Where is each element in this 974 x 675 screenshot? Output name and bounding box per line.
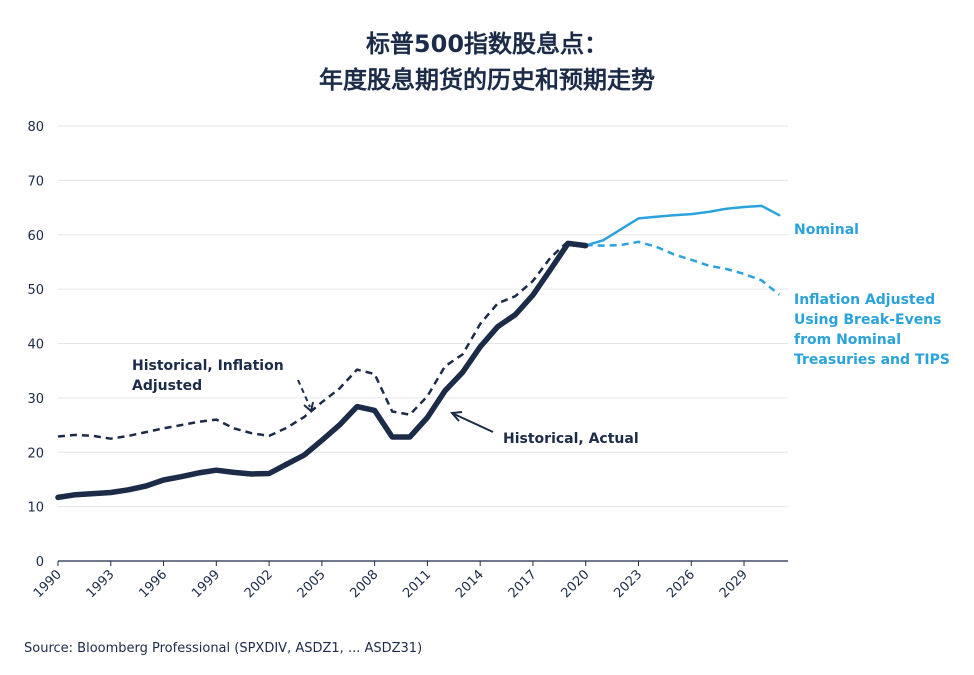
annotation-inflation-adjusted-projection-line-1: Inflation Adjusted — [794, 292, 935, 308]
x-tick-label: 2014 — [453, 567, 487, 601]
series-line-historical-inflation-adjusted — [57, 240, 587, 440]
y-tick-label: 80 — [27, 120, 44, 135]
arrow-historical-actual-head — [449, 411, 463, 422]
source-note: Source: Bloomberg Professional (SPXDIV, … — [24, 641, 423, 656]
x-tick-label: 1993 — [84, 567, 118, 601]
chart-title-line-1: 标普500指数股息点： — [365, 30, 609, 58]
x-tick-label: 1996 — [136, 567, 170, 601]
annotation-inflation-adjusted-projection-line-3: from Nominal — [794, 332, 901, 348]
arrow-historical-actual-shaft — [453, 413, 494, 433]
annotation-historical-inflation-adjusted-line-1: Historical, Inflation — [132, 358, 284, 374]
x-tick-label: 1999 — [189, 567, 223, 601]
y-tick-label: 30 — [27, 392, 44, 407]
y-tick-label: 60 — [27, 229, 44, 244]
y-tick-label: 50 — [27, 283, 44, 298]
annotation-historical-inflation-adjusted-line-2: Adjusted — [132, 378, 202, 394]
x-tick-label: 2002 — [242, 567, 276, 601]
x-tick-label: 2023 — [611, 567, 645, 601]
annotation-inflation-adjusted-projection-line-4: Treasuries and TIPS — [794, 352, 950, 368]
series-lines — [55, 204, 781, 501]
y-tick-label: 40 — [27, 338, 44, 353]
chart-title: 标普500指数股息点： 年度股息期货的历史和预期走势 — [0, 26, 974, 98]
x-tick-label: 2020 — [559, 567, 593, 601]
x-tick-label: 2029 — [717, 567, 751, 601]
annotation-nominal: Nominal — [794, 222, 859, 238]
arrow-inflation-adjusted-head — [303, 401, 314, 413]
x-tick-label: 2008 — [347, 567, 381, 601]
annotation-inflation-adjusted-projection-line-2: Using Break-Evens — [794, 312, 942, 328]
x-tick-label: 2026 — [664, 567, 698, 601]
annotation-historical-actual: Historical, Actual — [503, 431, 639, 447]
series-line-historical-actual — [55, 240, 589, 501]
series-line-nominal — [584, 204, 781, 247]
y-tick-label: 0 — [36, 555, 44, 570]
arrow-inflation-adjusted-shaft — [297, 379, 311, 408]
x-tick-label: 2017 — [506, 567, 540, 601]
annotations: Historical, Inflation Adjusted Historica… — [132, 222, 950, 447]
x-tick-label: 2011 — [400, 567, 434, 601]
series-line-inflation-adjusted-using-break-evens-from-nominal-treasuries-and-tips — [585, 240, 780, 296]
gridlines — [58, 125, 788, 508]
x-tick-label: 1990 — [31, 567, 65, 601]
y-tick-label: 20 — [27, 446, 44, 461]
x-tick-label: 2005 — [295, 567, 329, 601]
dividend-chart: 0 10 20 30 40 50 60 70 80 1990 1993 1996 1999 2002 200… — [27, 120, 950, 601]
y-tick-label: 70 — [27, 174, 44, 189]
y-tick-label: 10 — [27, 501, 44, 516]
chart-title-line-2: 年度股息期货的历史和预期走势 — [319, 66, 655, 94]
